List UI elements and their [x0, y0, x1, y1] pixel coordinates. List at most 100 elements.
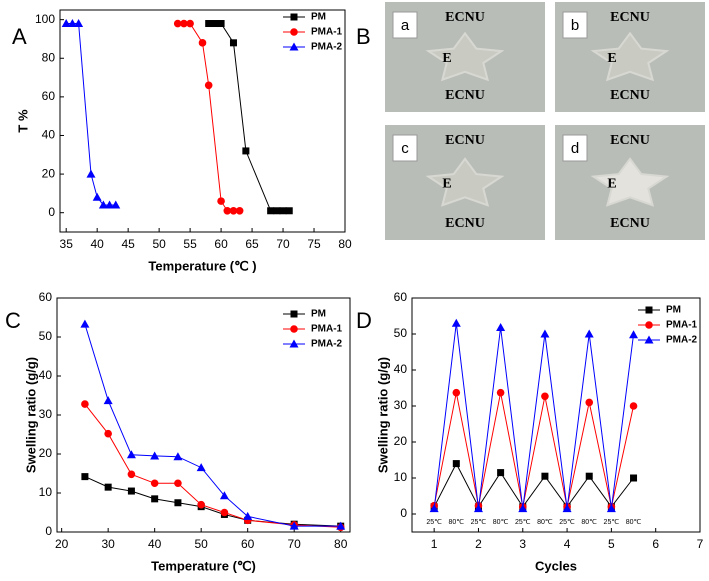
series-line — [84, 476, 341, 527]
marker — [452, 460, 460, 468]
marker — [290, 325, 298, 333]
photo-label: c — [401, 140, 409, 157]
marker — [645, 321, 653, 329]
y-axis-title: Swelling ratio (g/g) — [375, 357, 390, 473]
marker — [180, 19, 188, 28]
point-label: 25℃ — [559, 519, 575, 526]
y-axis-title: Swelling ratio (g/g) — [23, 357, 38, 473]
x-tick-label: 3 — [519, 537, 526, 551]
x-tick-label: 75 — [307, 237, 321, 251]
marker — [98, 200, 108, 209]
gel-star — [425, 157, 505, 207]
marker — [196, 463, 206, 472]
x-tick-label: 1 — [431, 537, 438, 551]
photo-label: a — [401, 17, 410, 34]
marker — [518, 504, 528, 513]
x-tick-label: 50 — [194, 537, 208, 551]
photo-text: E — [442, 177, 451, 192]
marker — [220, 508, 229, 517]
marker — [540, 329, 550, 338]
point-label: 25℃ — [426, 519, 442, 526]
legend-label: PM — [666, 305, 681, 316]
legend-label: PMA-1 — [666, 320, 698, 331]
point-label: 25℃ — [604, 519, 620, 526]
series-line — [208, 23, 290, 212]
marker — [584, 329, 594, 338]
x-tick-label: 7 — [697, 537, 704, 551]
series-line — [84, 323, 341, 527]
marker — [562, 504, 572, 513]
marker — [473, 504, 483, 513]
y-tick-label: 30 — [394, 398, 408, 412]
series-line — [66, 23, 116, 206]
marker — [585, 398, 594, 407]
photo-label: b — [571, 17, 579, 34]
x-tick-label: 5 — [608, 537, 615, 551]
marker — [273, 207, 281, 215]
marker — [217, 197, 225, 205]
marker — [289, 521, 299, 530]
photo-label-box — [392, 134, 418, 162]
x-tick-label: 45 — [121, 237, 135, 251]
marker — [606, 504, 616, 513]
x-tick-label: 60 — [214, 237, 228, 251]
marker — [451, 318, 461, 327]
plot-frame — [56, 297, 351, 533]
series-line — [84, 403, 341, 528]
marker — [285, 207, 293, 215]
marker — [105, 200, 115, 209]
photo-text: E — [442, 51, 451, 66]
series-line — [433, 323, 634, 509]
marker — [126, 450, 136, 459]
x-tick-label: 80 — [334, 537, 348, 551]
photo-text: ECNU — [610, 216, 650, 231]
marker — [61, 19, 71, 28]
marker — [629, 330, 639, 339]
point-label: 80℃ — [581, 519, 597, 526]
marker — [150, 479, 159, 488]
y-tick-label: 50 — [39, 329, 53, 343]
x-axis-title: Cycles — [535, 558, 577, 573]
marker — [205, 20, 213, 28]
marker — [585, 472, 593, 480]
x-axis-title: Temperature (℃) — [151, 558, 256, 573]
x-tick-label: 35 — [60, 237, 74, 251]
panel-label: D — [356, 308, 372, 333]
marker — [81, 400, 89, 408]
photo-text: E — [607, 177, 616, 192]
x-tick-label: 2 — [475, 537, 482, 551]
gel-star — [425, 31, 505, 82]
x-tick-label: 80 — [338, 237, 352, 251]
marker — [127, 470, 136, 479]
series-line — [433, 462, 634, 508]
marker — [223, 206, 232, 215]
marker — [211, 20, 219, 28]
y-tick-label: 60 — [42, 89, 56, 103]
marker — [645, 306, 653, 314]
point-label: 80℃ — [626, 519, 642, 526]
y-tick-label: 20 — [42, 166, 56, 180]
marker — [104, 483, 112, 491]
marker — [242, 147, 250, 155]
point-label: 80℃ — [448, 519, 464, 526]
marker — [290, 28, 298, 36]
marker — [111, 200, 121, 209]
y-tick-label: 100 — [35, 12, 55, 26]
y-tick-label: 40 — [42, 128, 56, 142]
panel-label: B — [356, 24, 371, 49]
legend-label: PM — [311, 12, 326, 23]
marker — [644, 335, 654, 344]
marker — [229, 39, 237, 47]
marker — [150, 451, 160, 460]
marker — [103, 396, 113, 405]
marker — [104, 429, 112, 438]
marker — [80, 319, 90, 328]
x-tick-label: 55 — [183, 237, 197, 251]
marker — [229, 206, 238, 215]
marker — [173, 452, 183, 461]
y-axis-title: T % — [15, 109, 30, 133]
marker — [92, 192, 102, 201]
series-line — [433, 392, 634, 507]
photo-text: ECNU — [610, 133, 650, 148]
marker — [174, 499, 182, 507]
